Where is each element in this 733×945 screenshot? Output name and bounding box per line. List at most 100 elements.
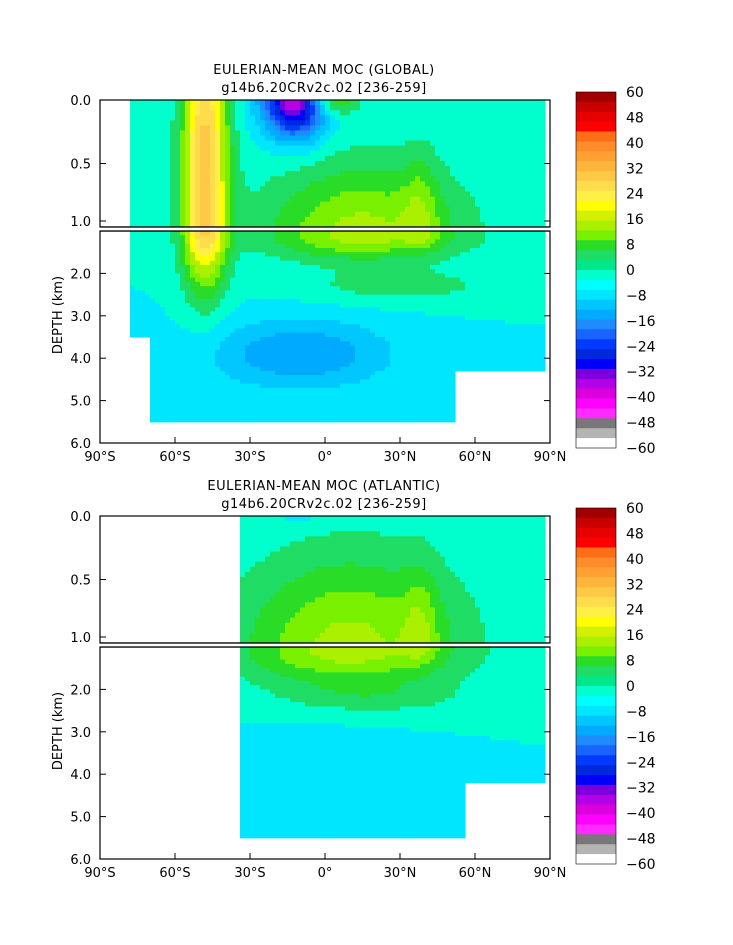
moc-cell (465, 298, 471, 304)
moc-cell (300, 239, 306, 245)
moc-cell (295, 105, 301, 111)
moc-cell (470, 171, 476, 177)
moc-cell (460, 362, 466, 368)
moc-cell (270, 392, 276, 397)
moc-cell (400, 277, 406, 283)
moc-cell (370, 286, 376, 291)
moc-cell (170, 404, 176, 410)
moc-cell (255, 176, 261, 182)
moc-cell (370, 105, 376, 111)
moc-cell (200, 294, 206, 300)
moc-cell (450, 252, 456, 258)
moc-cell (445, 105, 451, 111)
moc-cell (345, 252, 351, 258)
moc-cell (410, 176, 416, 182)
moc-cell (130, 311, 136, 317)
moc-cell (375, 145, 381, 152)
moc-cell (240, 247, 246, 253)
moc-cell (455, 337, 461, 342)
moc-cell (130, 315, 136, 321)
moc-cell (460, 260, 466, 266)
moc-cell (425, 349, 431, 355)
moc-cell (345, 216, 351, 223)
moc-cell (445, 110, 451, 116)
moc-cell (315, 191, 321, 198)
moc-cell (305, 264, 311, 270)
moc-cell (460, 235, 466, 241)
moc-cell (135, 286, 141, 291)
moc-cell (130, 216, 136, 223)
moc-cell (245, 196, 251, 203)
moc-cell (405, 206, 411, 213)
moc-cell (205, 281, 211, 287)
moc-cell (415, 191, 421, 198)
moc-cell (210, 281, 216, 287)
moc-cell (420, 417, 426, 423)
moc-cell (265, 311, 271, 317)
moc-cell (200, 269, 206, 274)
moc-cell (360, 375, 366, 380)
moc-cell (285, 239, 291, 245)
moc-cell (340, 290, 346, 296)
moc-cell (265, 404, 271, 410)
moc-cell (385, 345, 391, 351)
moc-cell (225, 135, 231, 142)
moc-cell (465, 315, 471, 321)
moc-cell (180, 311, 186, 317)
moc-cell (435, 239, 441, 245)
moc-cell (360, 239, 366, 245)
moc-cell (350, 307, 356, 313)
moc-cell (430, 298, 436, 304)
moc-cell (385, 256, 391, 262)
moc-cell (145, 120, 151, 126)
moc-cell (370, 358, 376, 364)
moc-cell (260, 243, 266, 249)
moc-cell (445, 332, 451, 338)
moc-cell (265, 196, 271, 203)
moc-cell (465, 345, 471, 351)
moc-cell (440, 400, 446, 406)
moc-cell (380, 337, 386, 342)
moc-cell (385, 206, 391, 213)
moc-cell (160, 370, 166, 376)
moc-cell (390, 211, 396, 218)
moc-cell (295, 315, 301, 321)
moc-cell (390, 358, 396, 364)
moc-cell (405, 260, 411, 266)
moc-cell (335, 366, 341, 372)
moc-cell (470, 277, 476, 283)
moc-cell (475, 243, 481, 249)
moc-cell (165, 307, 171, 313)
moc-cell (445, 277, 451, 283)
moc-cell (320, 370, 326, 376)
moc-cell (285, 328, 291, 334)
moc-cell (430, 264, 436, 270)
moc-cell (260, 166, 266, 172)
moc-cell (490, 332, 496, 338)
moc-cell (295, 307, 301, 313)
moc-cell (260, 150, 266, 157)
moc-cell (445, 307, 451, 313)
moc-cell (130, 196, 136, 203)
moc-cell (415, 383, 421, 389)
moc-cell (415, 286, 421, 291)
moc-cell (200, 366, 206, 372)
moc-cell (130, 166, 136, 172)
moc-cell (205, 160, 211, 167)
moc-cell (185, 186, 191, 193)
moc-cell (275, 315, 281, 321)
moc-cell (265, 171, 271, 177)
moc-cell (385, 115, 391, 121)
moc-cell (365, 298, 371, 304)
moc-cell (415, 166, 421, 172)
moc-cell (320, 269, 326, 274)
moc-cell (265, 221, 271, 228)
moc-cell (155, 264, 161, 270)
moc-cell (485, 332, 491, 338)
moc-cell (480, 211, 486, 218)
moc-cell (300, 281, 306, 287)
moc-cell (135, 140, 141, 147)
moc-cell (180, 349, 186, 355)
moc-cell (300, 337, 306, 342)
moc-cell (410, 221, 416, 228)
